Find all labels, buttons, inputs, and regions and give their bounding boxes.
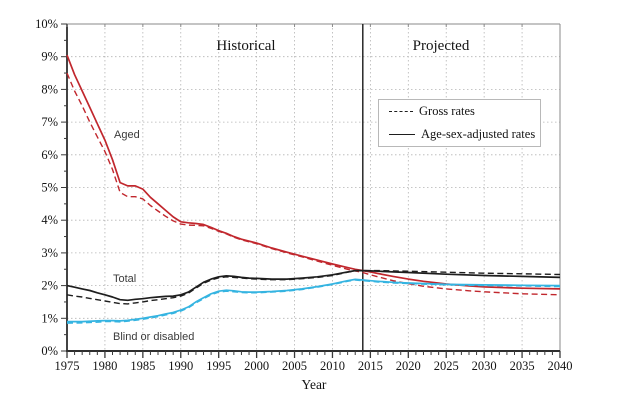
legend-item-gross-rates: Gross rates (389, 104, 540, 119)
y-tick-label: 7% (41, 115, 58, 129)
legend-item-adjusted-rates: Age-sex-adjusted rates (389, 127, 540, 142)
y-tick-label: 9% (41, 50, 58, 64)
legend-label-gross-rates: Gross rates (419, 104, 475, 118)
region-label-historical: Historical (216, 38, 276, 54)
x-tick-label: 2015 (358, 359, 383, 373)
y-tick-label: 4% (41, 213, 58, 227)
y-tick-label: 1% (41, 311, 58, 325)
x-tick-label: 2035 (510, 359, 535, 373)
x-tick-label: 2025 (434, 359, 459, 373)
series-label-aged: Aged (114, 129, 140, 141)
x-tick-label: 1990 (168, 359, 193, 373)
x-tick-label: 1985 (130, 359, 155, 373)
y-tick-label: 2% (41, 279, 58, 293)
y-tick-label: 8% (41, 82, 58, 96)
x-axis-title: Year (301, 377, 327, 392)
series-line-blind-solid (67, 278, 561, 323)
series-label-total: Total (113, 273, 137, 285)
series-line-total-dashed (66, 269, 561, 305)
y-tick-label: 6% (41, 148, 58, 162)
y-tick-label: 5% (41, 181, 58, 195)
x-tick-label: 1975 (55, 359, 80, 373)
x-tick-label: 2040 (548, 359, 573, 373)
dashed-line-sample-icon (389, 111, 413, 112)
x-tick-label: 1995 (206, 359, 231, 373)
x-tick-label: 2005 (282, 359, 307, 373)
x-tick-label: 2020 (396, 359, 421, 373)
x-tick-label: 2010 (320, 359, 345, 373)
x-tick-label: 2030 (472, 359, 497, 373)
legend-label-adjusted-rates: Age-sex-adjusted rates (421, 127, 536, 141)
y-tick-label: 10% (35, 17, 58, 31)
legend-box: Gross rates Age-sex-adjusted rates (378, 99, 541, 147)
series-line-aged-solid (66, 54, 561, 290)
x-tick-label: 2000 (244, 359, 269, 373)
region-label-projected: Projected (412, 38, 470, 54)
series-line-total-solid (66, 269, 561, 302)
x-tick-label: 1980 (92, 359, 117, 373)
y-tick-label: 0% (41, 344, 58, 358)
y-tick-label: 3% (41, 246, 58, 260)
series-label-blind-or-disabled: Blind or disabled (113, 331, 195, 343)
solid-line-sample-icon (389, 134, 415, 135)
